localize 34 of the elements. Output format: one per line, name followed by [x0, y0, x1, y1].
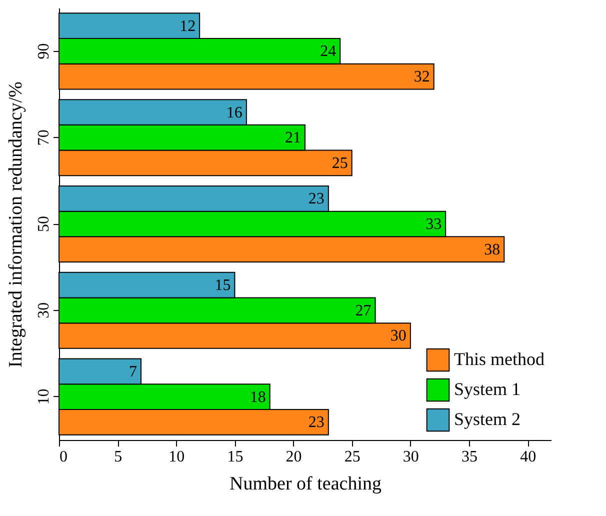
- data-label: 32: [414, 68, 430, 86]
- data-label: 7: [129, 363, 137, 380]
- x-tick-label: 35: [462, 448, 478, 466]
- data-label: 21: [285, 130, 301, 147]
- y-tick-label: 50: [36, 216, 52, 232]
- x-tick-label: 20: [286, 448, 302, 466]
- legend-label: This method: [454, 349, 544, 369]
- y-axis-title: Integrated information redundancy/%: [6, 81, 26, 368]
- data-label: 30: [390, 328, 406, 345]
- x-tick-label: 40: [520, 448, 536, 466]
- y-tick-label: 30: [36, 302, 52, 318]
- data-label: 25: [332, 154, 348, 172]
- data-label: 24: [320, 43, 336, 60]
- data-label: 23: [308, 414, 324, 432]
- y-tick-label: 90: [36, 43, 52, 60]
- data-label: 15: [214, 277, 231, 294]
- data-label: 27: [355, 302, 372, 320]
- data-label: 16: [226, 104, 242, 122]
- data-label: 18: [250, 388, 266, 406]
- data-label: 23: [308, 190, 324, 208]
- x-axis-title: Number of teaching: [230, 474, 382, 494]
- x-tick-label: 30: [402, 448, 419, 466]
- y-tick-label: 70: [36, 130, 52, 146]
- x-tick-label: 0: [60, 448, 68, 466]
- x-tick-label: 5: [114, 448, 122, 466]
- data-label: 38: [484, 241, 500, 258]
- y-tick-label: 10: [36, 388, 52, 405]
- x-tick-label: 25: [344, 448, 360, 466]
- legend-label: System 1: [454, 379, 521, 399]
- legend-label: System 2: [454, 409, 521, 429]
- x-tick-label: 15: [227, 448, 244, 466]
- x-tick-label: 10: [168, 448, 185, 466]
- data-label: 12: [180, 18, 196, 35]
- data-label: 33: [426, 216, 442, 233]
